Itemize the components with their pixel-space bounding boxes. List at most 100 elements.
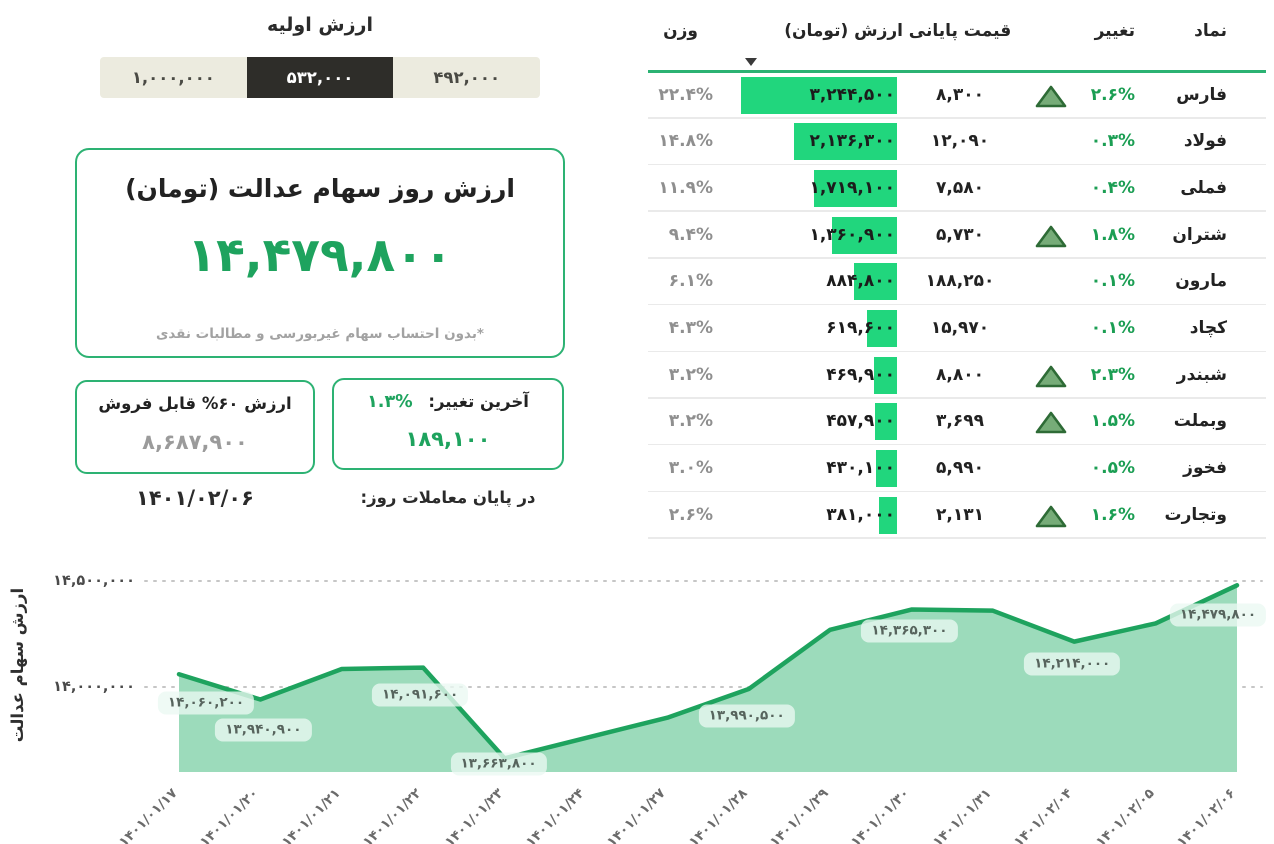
cell-value: ۴۵۷,۹۰۰	[826, 411, 895, 432]
cell-symbol: وتجارت	[1164, 504, 1227, 525]
table-row-فارس[interactable]: ۲۲.۴% ۳,۲۴۴,۵۰۰ ۸,۳۰۰ ۲.۶% فارس	[648, 72, 1266, 119]
cell-close-price: ۱۸۸,۲۵۰	[925, 271, 995, 292]
cell-change-percent: ۲.۶%	[1090, 84, 1135, 105]
triangle-up-icon	[1034, 364, 1068, 388]
table-row-فملی[interactable]: ۱۱.۹% ۱,۷۱۹,۱۰۰ ۷,۵۸۰ ۰.۴% فملی	[648, 165, 1266, 212]
initial-value-segments: ۱,۰۰۰,۰۰۰ ۵۳۲,۰۰۰ ۴۹۲,۰۰۰	[100, 57, 540, 98]
point-label-9: ۱۴,۳۶۵,۳۰۰	[861, 619, 958, 643]
cell-close-price: ۷,۵۸۰	[936, 177, 984, 198]
point-label-7: ۱۳,۹۹۰,۵۰۰	[698, 704, 795, 728]
sellable-value-amount: ۸,۶۸۷,۹۰۰	[142, 430, 248, 454]
cell-value: ۸۸۴,۸۰۰	[826, 271, 895, 292]
day-value-amount: ۱۴,۴۷۹,۸۰۰	[187, 228, 453, 283]
cell-weight: ۶.۱%	[668, 271, 713, 292]
table-row-فولاد[interactable]: ۱۴.۸% ۲,۱۳۶,۳۰۰ ۱۲,۰۹۰ ۰.۳% فولاد	[648, 118, 1266, 166]
cell-weight: ۳.۲%	[668, 411, 713, 432]
cell-change-percent: ۱.۶%	[1090, 504, 1135, 525]
point-label-13: ۱۴,۴۷۹,۸۰۰	[1169, 603, 1267, 627]
cell-weight: ۲.۶%	[668, 504, 713, 525]
cell-value: ۱,۳۶۰,۹۰۰	[809, 224, 895, 245]
cell-close-price: ۸,۳۰۰	[936, 84, 984, 105]
cell-symbol: فملی	[1180, 177, 1227, 198]
cell-weight: ۱۱.۹%	[658, 177, 713, 198]
table-row-مارون[interactable]: ۶.۱% ۸۸۴,۸۰۰ ۱۸۸,۲۵۰ ۰.۱% مارون	[648, 258, 1266, 306]
cell-symbol: شبندر	[1176, 364, 1227, 385]
table-row-فخوز[interactable]: ۳.۰% ۴۳۰,۱۰۰ ۵,۹۹۰ ۰.۵% فخوز	[648, 445, 1266, 493]
column-header-symbol[interactable]: نماد	[1194, 21, 1227, 41]
cell-close-price: ۳,۶۹۹	[936, 411, 984, 432]
day-value-title: ارزش روز سهام عدالت (تومان)	[125, 174, 515, 203]
last-change-line: آخرین تغییر: ۱.۳%	[334, 392, 562, 412]
initial-value-option-0[interactable]: ۱,۰۰۰,۰۰۰	[100, 57, 247, 98]
area-fill	[179, 585, 1237, 772]
cell-weight: ۱۴.۸%	[658, 131, 713, 152]
row-divider	[648, 117, 1266, 119]
value-history-chart: ۱۴,۰۶۰,۲۰۰ ۱۳,۹۴۰,۹۰۰ ۱۴,۰۹۱,۶۰۰ ۱۳,۶۶۳,۸۰۰…	[0, 544, 1274, 844]
initial-value-title: ارزش اولیه	[267, 14, 373, 36]
triangle-up-icon	[1034, 504, 1068, 528]
row-divider	[648, 257, 1266, 259]
value-bar	[741, 76, 897, 114]
y-axis-title: ارزش سهام عدالت	[8, 587, 27, 743]
y-tick-1: ۱۴,۰۰۰,۰۰۰	[53, 679, 135, 695]
y-tick-0: ۱۴,۵۰۰,۰۰۰	[53, 573, 135, 589]
row-divider	[648, 350, 1266, 352]
table-row-وتجارت[interactable]: ۲.۶% ۳۸۱,۰۰۰ ۲,۱۳۱ ۱.۶% وتجارت	[648, 492, 1266, 539]
cell-symbol: شتران	[1172, 224, 1227, 245]
cell-symbol: فولاد	[1183, 131, 1227, 152]
column-header-change[interactable]: تغییر	[1094, 21, 1135, 41]
table-row-شبندر[interactable]: ۳.۲% ۴۶۹,۹۰۰ ۸,۸۰۰ ۲.۳% شبندر	[648, 352, 1266, 399]
cell-symbol: فخوز	[1183, 458, 1227, 479]
table-row-وبملت[interactable]: ۳.۲% ۴۵۷,۹۰۰ ۳,۶۹۹ ۱.۵% وبملت	[648, 398, 1266, 446]
cell-close-price: ۸,۸۰۰	[936, 364, 984, 385]
last-change-amount: ۱۸۹,۱۰۰	[405, 427, 491, 451]
last-change-card: آخرین تغییر: ۱.۳% ۱۸۹,۱۰۰	[332, 378, 564, 470]
sellable-value-card: ارزش ۶۰% قابل فروش ۸,۶۸۷,۹۰۰	[75, 380, 315, 474]
cell-change-percent: ۱.۵%	[1090, 411, 1135, 432]
cell-close-price: ۱۲,۰۹۰	[930, 131, 990, 152]
day-value-note: *بدون احتساب سهام غیربورسی و مطالبات نقد…	[156, 326, 484, 342]
cell-change-percent: ۰.۱%	[1090, 318, 1135, 338]
cell-change-percent: ۰.۴%	[1090, 177, 1135, 198]
value-bar	[875, 403, 897, 441]
column-header-weight[interactable]: وزن	[663, 21, 698, 41]
cell-value: ۲,۱۳۶,۳۰۰	[809, 131, 895, 152]
table-row-کچاد[interactable]: ۴.۳% ۶۱۹,۶۰۰ ۱۵,۹۷۰ ۰.۱% کچاد	[648, 305, 1266, 352]
cell-symbol: مارون	[1175, 271, 1227, 292]
cell-close-price: ۵,۷۳۰	[936, 224, 984, 245]
header-divider	[648, 70, 1266, 73]
value-bar	[879, 496, 897, 534]
column-header-close-price[interactable]: قیمت پایانی	[908, 21, 1012, 41]
column-header-value[interactable]: ارزش (تومان)	[784, 21, 903, 41]
sellable-value-title: ارزش ۶۰% قابل فروش	[98, 394, 292, 413]
day-value-card: ارزش روز سهام عدالت (تومان) ۱۴,۴۷۹,۸۰۰ *…	[75, 148, 565, 358]
cell-value: ۴۶۹,۹۰۰	[826, 364, 895, 385]
row-divider	[648, 210, 1266, 212]
row-divider	[648, 303, 1266, 306]
triangle-up-icon	[1034, 224, 1068, 248]
value-bar	[814, 169, 897, 207]
sort-descending-icon[interactable]	[745, 58, 757, 66]
cell-value: ۶۱۹,۶۰۰	[826, 318, 895, 338]
row-divider	[648, 443, 1266, 446]
cell-weight: ۲۲.۴%	[658, 84, 713, 105]
report-date: ۱۴۰۱/۰۲/۰۶	[136, 486, 254, 510]
cell-change-percent: ۰.۳%	[1090, 131, 1135, 152]
cell-value: ۳,۲۴۴,۵۰۰	[809, 84, 895, 105]
cell-weight: ۳.۲%	[668, 364, 713, 385]
cell-weight: ۳.۰%	[668, 458, 713, 479]
row-divider	[648, 537, 1266, 539]
cell-value: ۱,۷۱۹,۱۰۰	[809, 177, 895, 198]
last-change-label: آخرین تغییر:	[428, 392, 529, 411]
value-bar	[874, 356, 897, 394]
point-label-4: ۱۳,۶۶۳,۸۰۰	[450, 752, 547, 776]
initial-value-option-1[interactable]: ۵۳۲,۰۰۰	[246, 57, 394, 98]
holdings-table: وزن ارزش (تومان) قیمت پایانی تغییر نماد …	[648, 0, 1266, 544]
table-row-شتران[interactable]: ۹.۴% ۱,۳۶۰,۹۰۰ ۵,۷۳۰ ۱.۸% شتران	[648, 212, 1266, 259]
cell-symbol: کچاد	[1189, 318, 1227, 338]
cell-value: ۴۳۰,۱۰۰	[826, 458, 895, 479]
cell-value: ۳۸۱,۰۰۰	[826, 504, 895, 525]
cell-change-percent: ۰.۵%	[1090, 458, 1135, 479]
initial-value-option-2[interactable]: ۴۹۲,۰۰۰	[393, 57, 540, 98]
